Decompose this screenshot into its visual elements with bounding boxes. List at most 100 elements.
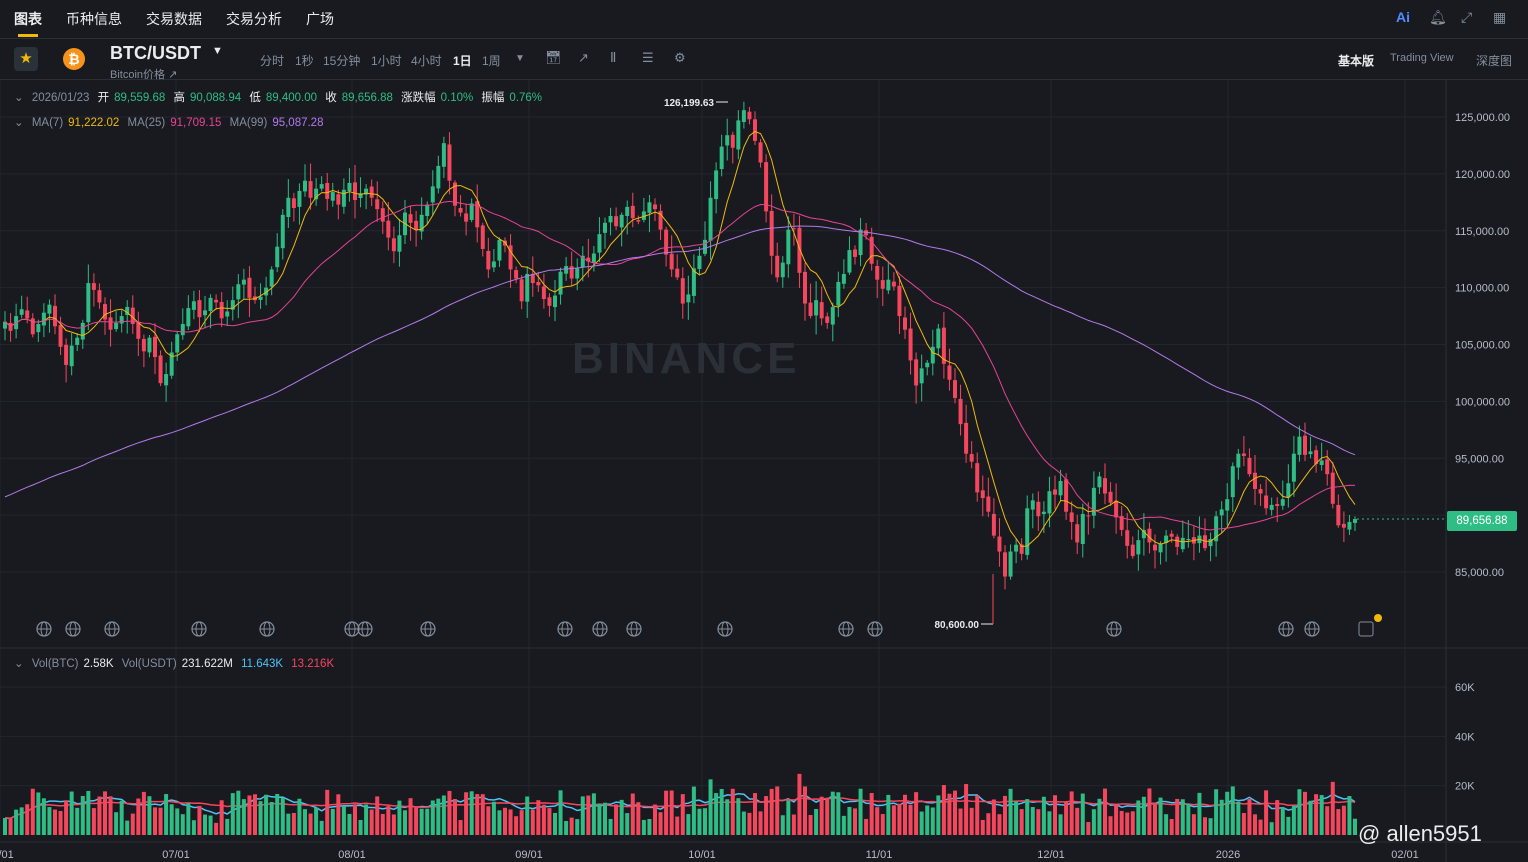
volume-bar bbox=[514, 816, 519, 835]
volume-bar bbox=[430, 800, 435, 835]
volume-bar bbox=[591, 793, 596, 835]
interval-1s[interactable]: 1秒 bbox=[295, 54, 314, 68]
candle-body bbox=[1353, 519, 1357, 523]
volume-bar bbox=[36, 792, 41, 835]
price-chart[interactable]: 125,000.00 120,000.00 115,000.00 110,000.00… bbox=[0, 80, 1528, 862]
tab-coin-info[interactable]: 币种信息 bbox=[66, 11, 122, 27]
volume-bar bbox=[80, 795, 85, 835]
candle-body bbox=[725, 135, 730, 146]
globe-icon-meridian bbox=[561, 621, 569, 637]
candle-body bbox=[541, 286, 546, 299]
volume-bar bbox=[491, 801, 496, 835]
settings-list-icon[interactable]: ☰ bbox=[642, 50, 654, 65]
volume-bar bbox=[330, 808, 335, 835]
candle-body bbox=[886, 279, 891, 291]
ai-icon[interactable]: Ai bbox=[1396, 9, 1410, 25]
ma25-line bbox=[4, 200, 1356, 531]
volume-bar bbox=[797, 773, 802, 835]
candle-body bbox=[164, 374, 169, 386]
volume-bar bbox=[1041, 796, 1046, 835]
volume-bar bbox=[169, 804, 174, 835]
volume-bar bbox=[936, 795, 941, 835]
volume-bar bbox=[436, 798, 441, 835]
ohlc-info: ⌄ 2026/01/23 开 89,559.68 高 90,088.94 低 89,4… bbox=[14, 89, 547, 105]
volume-bar bbox=[1119, 810, 1124, 835]
collapse-caret-icon[interactable]: ⌄ bbox=[14, 92, 24, 104]
view-basic[interactable]: 基本版 bbox=[1338, 54, 1375, 68]
interval-4h[interactable]: 4小时 bbox=[411, 54, 442, 68]
candle-body bbox=[953, 380, 957, 398]
candle-body bbox=[641, 211, 646, 220]
interval-1d[interactable]: 1日 bbox=[453, 54, 472, 68]
price-tick-label: 105,000.00 bbox=[1455, 340, 1510, 352]
view-tradingview[interactable]: Trading View bbox=[1390, 52, 1454, 64]
volume-bar bbox=[1308, 800, 1313, 835]
volume-bar bbox=[219, 800, 224, 835]
volume-bar bbox=[1047, 811, 1052, 835]
favorite-star-icon[interactable]: ★ bbox=[14, 47, 38, 71]
more-intervals-caret-icon[interactable]: ▼ bbox=[515, 53, 525, 64]
candle-type-icon[interactable]: Ⅱ bbox=[610, 50, 617, 65]
tab-trading-data[interactable]: 交易数据 bbox=[146, 11, 202, 27]
candle-body bbox=[914, 359, 919, 386]
calendar-icon[interactable]: 📅︎ bbox=[545, 50, 562, 65]
interval-15m[interactable]: 15分钟 bbox=[323, 54, 361, 68]
volume-bar bbox=[464, 792, 469, 835]
volume-bar bbox=[19, 807, 24, 835]
candle-body bbox=[1158, 543, 1163, 553]
candle-body bbox=[1041, 511, 1046, 515]
candle-body bbox=[508, 245, 513, 270]
volume-bar bbox=[736, 798, 741, 835]
ma-collapse-caret-icon[interactable]: ⌄ bbox=[14, 117, 24, 129]
layout-icon[interactable]: ▦ bbox=[1493, 9, 1507, 25]
volume-bar bbox=[1108, 816, 1113, 835]
candle-body bbox=[919, 368, 924, 384]
tab-chart[interactable]: 图表 bbox=[14, 11, 42, 27]
tab-square[interactable]: 广场 bbox=[306, 11, 334, 27]
event-markers[interactable] bbox=[36, 614, 1382, 637]
interval-line[interactable]: 分时 bbox=[260, 54, 285, 68]
volume-bar bbox=[1169, 818, 1174, 835]
volume-bar bbox=[980, 819, 985, 835]
volume-bar bbox=[425, 808, 430, 835]
globe-icon-meridian bbox=[1308, 621, 1316, 637]
globe-icon-meridian bbox=[721, 621, 729, 637]
gear-icon[interactable]: ⚙ bbox=[674, 50, 686, 65]
candle-body bbox=[186, 308, 191, 327]
volume-tick-label: 20K bbox=[1455, 781, 1475, 793]
pair-subtitle[interactable]: Bitcoin价格 ↗ bbox=[110, 69, 178, 81]
volume-bar bbox=[480, 794, 485, 835]
interval-1h[interactable]: 1小时 bbox=[371, 54, 402, 68]
user-watermark: @ allen5951 bbox=[1358, 821, 1482, 846]
candle-body bbox=[869, 236, 874, 264]
view-depth[interactable]: 深度图 bbox=[1476, 54, 1513, 68]
volume-info: ⌄ Vol(BTC) 2.58K Vol(USDT) 231.622M 11.643… bbox=[14, 656, 339, 670]
candle-body bbox=[1091, 487, 1096, 516]
volume-bar bbox=[1030, 807, 1035, 835]
candle-body bbox=[1203, 535, 1207, 549]
volume-bar bbox=[864, 818, 869, 835]
candle-body bbox=[975, 463, 980, 493]
high-value: 90,088.94 bbox=[189, 92, 242, 104]
tab-trading-analysis[interactable]: 交易分析 bbox=[226, 11, 282, 27]
candle-body bbox=[675, 268, 680, 278]
candle-body bbox=[686, 294, 691, 303]
volume-bar bbox=[547, 808, 552, 835]
collapse-icon[interactable]: ⤢ bbox=[1461, 9, 1473, 25]
candle-body bbox=[880, 280, 885, 289]
volume-bar bbox=[497, 810, 502, 835]
indicator-icon[interactable]: ↗ bbox=[578, 50, 589, 65]
candle-body bbox=[169, 352, 174, 376]
pair-name[interactable]: BTC/USDT bbox=[110, 43, 201, 63]
bell-icon[interactable]: 🔔︎ bbox=[1429, 9, 1447, 25]
pair-dropdown-caret-icon[interactable]: ▼ bbox=[212, 45, 223, 57]
volume-bar bbox=[719, 788, 724, 835]
volume-bar bbox=[303, 809, 307, 835]
candle-body bbox=[141, 338, 146, 352]
volume-bar bbox=[1003, 795, 1007, 835]
candle-body bbox=[1308, 451, 1313, 455]
vol-collapse-caret-icon[interactable]: ⌄ bbox=[14, 658, 24, 670]
low-label: 低 bbox=[249, 92, 261, 104]
interval-1w[interactable]: 1周 bbox=[482, 54, 501, 68]
volume-bar bbox=[1164, 814, 1169, 835]
